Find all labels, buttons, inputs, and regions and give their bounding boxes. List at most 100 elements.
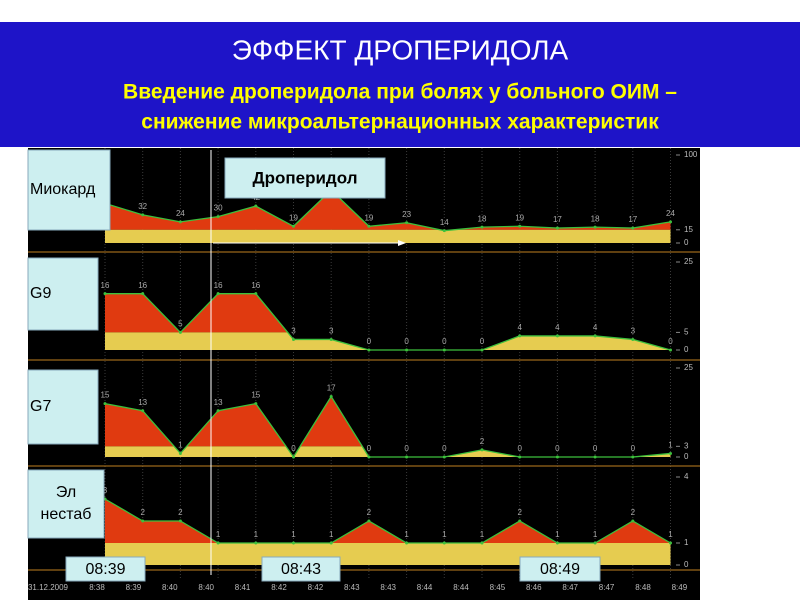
point (254, 204, 258, 208)
value-label: 2 (631, 508, 636, 517)
line (104, 498, 671, 544)
point (593, 225, 597, 229)
point (518, 334, 522, 338)
y-tick-label: 0 (684, 560, 689, 569)
x-tick-label: 8:40 (198, 583, 214, 592)
x-tick-label: 8:42 (308, 583, 324, 592)
point (292, 541, 295, 545)
value-label: 2 (178, 508, 183, 517)
x-tick-label: 8:44 (417, 583, 433, 592)
value-label: 18 (478, 214, 487, 223)
value-label: 24 (176, 209, 185, 218)
panel-label-box (27, 257, 99, 331)
value-label: 1 (329, 530, 334, 539)
value-label: 3 (103, 486, 108, 495)
point (141, 519, 145, 523)
point (367, 348, 371, 352)
x-tick-label: 8:48 (635, 583, 651, 592)
y-tick-label: 25 (684, 363, 693, 372)
point (555, 226, 559, 230)
x-tick-label: 8:42 (271, 583, 287, 592)
point (480, 348, 484, 352)
point (329, 337, 333, 341)
area-low (105, 332, 671, 350)
value-label: 32 (138, 202, 147, 211)
x-tick-label: 8:45 (490, 583, 506, 592)
value-label: 15 (251, 391, 260, 400)
value-label: 0 (291, 444, 296, 453)
value-label: 0 (593, 444, 598, 453)
point (292, 455, 295, 459)
value-label: 13 (138, 398, 147, 407)
point (103, 292, 107, 296)
x-tick-label: 8:46 (526, 583, 542, 592)
value-label: 13 (214, 398, 223, 407)
point (141, 409, 145, 413)
point (178, 519, 182, 523)
x-tick-label: 8:38 (89, 583, 105, 592)
point (669, 348, 672, 352)
value-label: 0 (668, 337, 673, 346)
value-label: 0 (367, 444, 372, 453)
y-tick-label: 3 (684, 441, 689, 450)
value-label: 17 (553, 215, 562, 224)
time-label: 08:43 (281, 561, 321, 578)
point (216, 541, 220, 545)
point (141, 213, 145, 217)
area-high (105, 396, 363, 447)
value-label: 0 (404, 444, 409, 453)
panel-label-box (27, 369, 99, 445)
value-label: 0 (442, 444, 447, 453)
value-label: 19 (515, 213, 524, 222)
subtitle: снижение микроальтернационных характерис… (141, 111, 659, 134)
value-label: 0 (367, 337, 372, 346)
value-label: 24 (666, 209, 675, 218)
area-high (105, 190, 671, 230)
title: ЭФФЕКТ ДРОПЕРИДОЛА (232, 34, 569, 65)
point (405, 455, 409, 459)
point (593, 334, 597, 338)
drug-label: Дроперидол (253, 168, 358, 187)
panel-label: Миокард (30, 181, 96, 198)
point (292, 337, 295, 341)
point (593, 541, 597, 545)
value-label: 1 (178, 441, 183, 450)
time-box (65, 556, 146, 582)
point (216, 215, 220, 219)
point (631, 226, 635, 230)
point (669, 451, 672, 455)
point (405, 541, 409, 545)
x-tick-label: 8:47 (599, 583, 615, 592)
value-label: 23 (402, 210, 411, 219)
value-label: 2 (140, 508, 145, 517)
point (367, 455, 371, 459)
panel-label: Эл нестаб (41, 484, 92, 523)
y-tick-label: 100 (684, 150, 698, 159)
value-label: 1 (216, 530, 221, 539)
area-low (105, 446, 671, 457)
value-label: 0 (555, 444, 560, 453)
value-label: 2 (480, 437, 485, 446)
y-tick-label: 4 (684, 472, 689, 481)
value-label: 0 (480, 337, 485, 346)
point (405, 348, 409, 352)
point (442, 229, 446, 233)
value-label: 16 (101, 281, 110, 290)
value-label: 1 (254, 530, 259, 539)
value-label: 0 (517, 444, 522, 453)
value-label: 3 (329, 327, 334, 336)
y-tick-label: 1 (684, 538, 689, 547)
x-tick-label: 8:40 (162, 583, 178, 592)
point (669, 541, 672, 545)
y-tick-label: 0 (684, 238, 689, 247)
point (442, 348, 446, 352)
point (254, 402, 258, 406)
point (216, 292, 220, 296)
point (669, 220, 672, 224)
value-label: 14 (440, 218, 449, 227)
subtitle: Введение дроперидола при болях у больног… (123, 81, 677, 104)
time-label: 08:39 (85, 561, 125, 578)
point (329, 541, 333, 545)
point (254, 292, 258, 296)
value-label: 1 (291, 530, 296, 539)
